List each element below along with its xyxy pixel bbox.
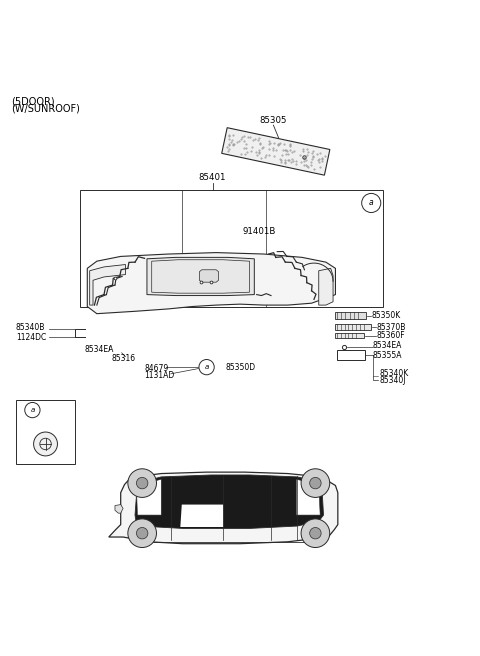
Circle shape — [310, 527, 321, 539]
Polygon shape — [222, 128, 330, 175]
Text: 85355A: 85355A — [372, 351, 402, 359]
Circle shape — [136, 527, 148, 539]
Text: 85370B: 85370B — [376, 323, 406, 331]
Polygon shape — [296, 480, 320, 515]
Circle shape — [136, 478, 148, 489]
Text: 85305: 85305 — [260, 116, 287, 125]
Text: 84679: 84679 — [144, 364, 169, 373]
Circle shape — [310, 478, 321, 489]
Text: 8534EA: 8534EA — [85, 346, 114, 354]
Circle shape — [301, 519, 330, 548]
Text: 8534EA: 8534EA — [372, 341, 402, 350]
Text: 85340B: 85340B — [16, 323, 45, 333]
Bar — [80, 190, 383, 306]
Polygon shape — [180, 504, 223, 527]
Text: (W/SUNROOF): (W/SUNROOF) — [11, 104, 80, 113]
Text: 1124DC: 1124DC — [16, 333, 46, 342]
Circle shape — [128, 519, 156, 548]
Polygon shape — [109, 472, 338, 544]
Polygon shape — [87, 253, 336, 314]
Text: 85350K: 85350K — [371, 311, 400, 320]
Text: a: a — [369, 199, 373, 207]
Text: a: a — [30, 407, 35, 413]
Polygon shape — [147, 257, 254, 296]
Bar — [336, 312, 366, 319]
Text: 85350D: 85350D — [226, 363, 256, 372]
Polygon shape — [90, 264, 125, 305]
Polygon shape — [136, 480, 161, 515]
Text: (5DOOR): (5DOOR) — [11, 96, 55, 106]
Circle shape — [301, 469, 330, 497]
Text: 85316: 85316 — [111, 354, 135, 363]
Polygon shape — [319, 268, 333, 305]
Text: a: a — [204, 364, 209, 370]
Bar — [336, 333, 364, 338]
Polygon shape — [135, 475, 324, 529]
Text: 85401: 85401 — [199, 173, 226, 182]
Bar — [336, 323, 371, 331]
Polygon shape — [115, 504, 123, 513]
Bar — [337, 350, 364, 360]
Text: 85340K: 85340K — [380, 369, 409, 378]
Polygon shape — [199, 270, 218, 282]
Text: 85360F: 85360F — [376, 331, 405, 340]
Text: 85340J: 85340J — [380, 376, 407, 385]
Circle shape — [128, 469, 156, 497]
Bar — [16, 400, 75, 464]
Text: 1131AD: 1131AD — [144, 371, 175, 380]
Text: 91401B: 91401B — [242, 228, 276, 236]
Circle shape — [34, 432, 58, 456]
